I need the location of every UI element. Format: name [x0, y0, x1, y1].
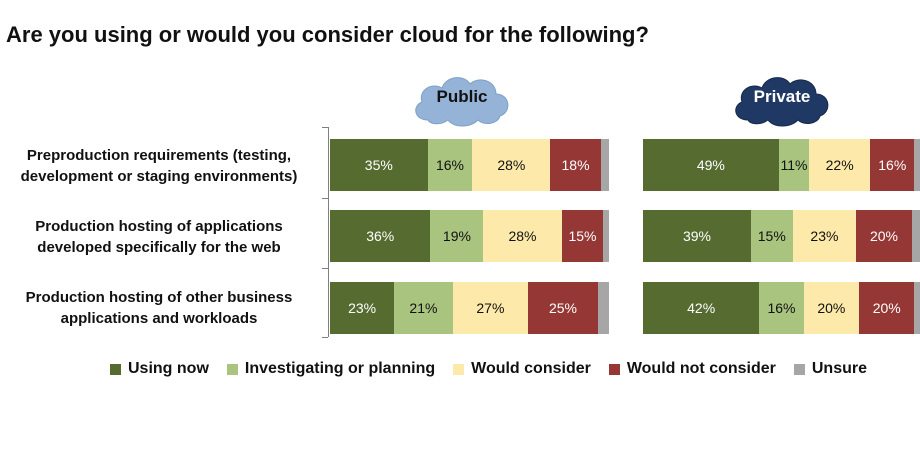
category-label-preproduction: Preproduction requirements (testing, dev…	[0, 145, 318, 187]
data-label: 19%	[442, 228, 471, 244]
data-label: 27%	[476, 300, 505, 316]
legend-swatch	[453, 363, 465, 375]
legend-label: Investigating or planning	[244, 360, 436, 377]
axis-tick	[322, 337, 328, 338]
data-label: 20%	[817, 300, 846, 316]
data-label: 11%	[780, 157, 808, 173]
category-axis	[328, 127, 329, 337]
category-label-line: Production hosting of applications	[35, 218, 283, 235]
bar-segment-public-investigating-or-planning	[427, 139, 473, 191]
legend-label: Would not consider	[626, 360, 776, 377]
legend-item-unsure: Unsure	[793, 360, 867, 378]
bar-segment-private-would-consider	[803, 282, 860, 334]
bar-segment-private-using-now	[643, 210, 752, 262]
legend-swatch	[608, 363, 620, 375]
bar-segment-private-would-not-consider	[856, 210, 912, 262]
bar-segment-public-would-consider	[452, 282, 529, 334]
axis-tick	[322, 268, 328, 269]
public-bar-panel: 35% 16% 28% 18% 36% 19% 28% 15% 23% 21% 27% 25%	[330, 0, 609, 458]
private-panel-label: Private	[753, 87, 811, 106]
axis-tick	[322, 198, 328, 199]
data-label: 18%	[561, 157, 590, 173]
data-label: 16%	[767, 300, 796, 316]
bar-segment-public-investigating-or-planning	[394, 282, 453, 334]
legend-swatch	[110, 363, 121, 375]
category-label-line: Production hosting of other business	[25, 289, 293, 306]
bar-segment-public-using-now	[330, 139, 428, 191]
bar-segment-public-unsure	[600, 139, 609, 191]
data-label: 35%	[364, 157, 393, 173]
data-label: 42%	[687, 300, 716, 316]
data-label: 20%	[869, 228, 898, 244]
bar-segment-private-unsure	[911, 210, 920, 262]
legend-item-investigating-or-planning: Investigating or planning	[226, 360, 436, 378]
category-label-web-apps: Production hosting of applications devel…	[0, 216, 318, 258]
data-label: 21%	[409, 300, 438, 316]
bar-segment-private-would-consider	[792, 210, 857, 262]
bar-segment-private-investigating-or-planning	[751, 210, 793, 262]
bar-segment-private-investigating-or-planning	[759, 282, 804, 334]
public-panel-label: Public	[436, 87, 488, 106]
cloud-icon	[735, 77, 829, 127]
chart-legend: Using now Investigating or planning Would …	[110, 360, 885, 378]
category-label-line: development or staging environments)	[20, 168, 298, 185]
bar-segment-private-using-now	[643, 282, 760, 334]
legend-swatch	[793, 363, 805, 375]
data-label: 16%	[435, 157, 464, 173]
category-label-line: Preproduction requirements (testing,	[26, 147, 292, 164]
data-label: 15%	[568, 228, 597, 244]
bar-segment-private-would-not-consider	[859, 282, 915, 334]
bar-segment-public-investigating-or-planning	[430, 210, 484, 262]
legend-label: Unsure	[811, 360, 867, 377]
bar-segment-public-would-consider	[483, 210, 562, 262]
data-label: 28%	[508, 228, 537, 244]
category-label-line: applications and workloads	[60, 310, 258, 327]
bar-segment-public-would-not-consider	[561, 210, 604, 262]
bar-segment-private-unsure	[914, 282, 920, 334]
legend-swatch	[226, 363, 238, 375]
bar-segment-public-unsure	[597, 282, 609, 334]
bar-segment-private-using-now	[643, 139, 779, 191]
legend-item-using-now: Using now	[110, 360, 209, 378]
data-label: 28%	[497, 157, 526, 173]
legend-item-would-not-consider: Would not consider	[608, 360, 776, 378]
bar-segment-private-would-not-consider	[870, 139, 915, 191]
data-label: 25%	[548, 300, 577, 316]
data-label: 16%	[878, 157, 907, 173]
bar-segment-private-investigating-or-planning	[778, 139, 810, 191]
private-bar-panel: 49% 11% 22% 16% 39% 15% 23% 20% 42% 16% 20% 20%	[643, 0, 920, 458]
data-label: 15%	[757, 228, 786, 244]
category-label-business-apps: Production hosting of other business app…	[0, 287, 318, 329]
data-label: 39%	[682, 228, 712, 244]
axis-tick	[322, 127, 328, 128]
chart-title: Are you using or would you consider clou…	[6, 22, 649, 47]
bar-segment-public-would-not-consider	[550, 139, 601, 191]
data-label: 49%	[696, 157, 725, 173]
legend-label: Using now	[128, 360, 209, 377]
legend-label: Would consider	[471, 360, 591, 377]
data-label: 23%	[348, 300, 377, 316]
cloud-icon	[415, 77, 509, 127]
data-label: 20%	[872, 300, 901, 316]
bar-segment-public-using-now	[330, 282, 395, 334]
category-label-line: developed specifically for the web	[37, 239, 281, 256]
data-label: 22%	[825, 157, 854, 173]
bar-segment-private-unsure	[914, 139, 920, 191]
bar-segment-public-would-not-consider	[528, 282, 598, 334]
bar-segment-public-using-now	[330, 210, 431, 262]
legend-item-would-consider: Would consider	[453, 360, 591, 378]
data-label: 23%	[810, 228, 839, 244]
data-label: 36%	[366, 228, 395, 244]
private-cloud-badge: Private	[730, 70, 834, 128]
public-cloud-badge: Public	[410, 70, 514, 128]
bar-segment-private-would-consider	[809, 139, 871, 191]
bar-segment-public-unsure	[603, 210, 609, 262]
bar-segment-public-would-consider	[472, 139, 551, 191]
